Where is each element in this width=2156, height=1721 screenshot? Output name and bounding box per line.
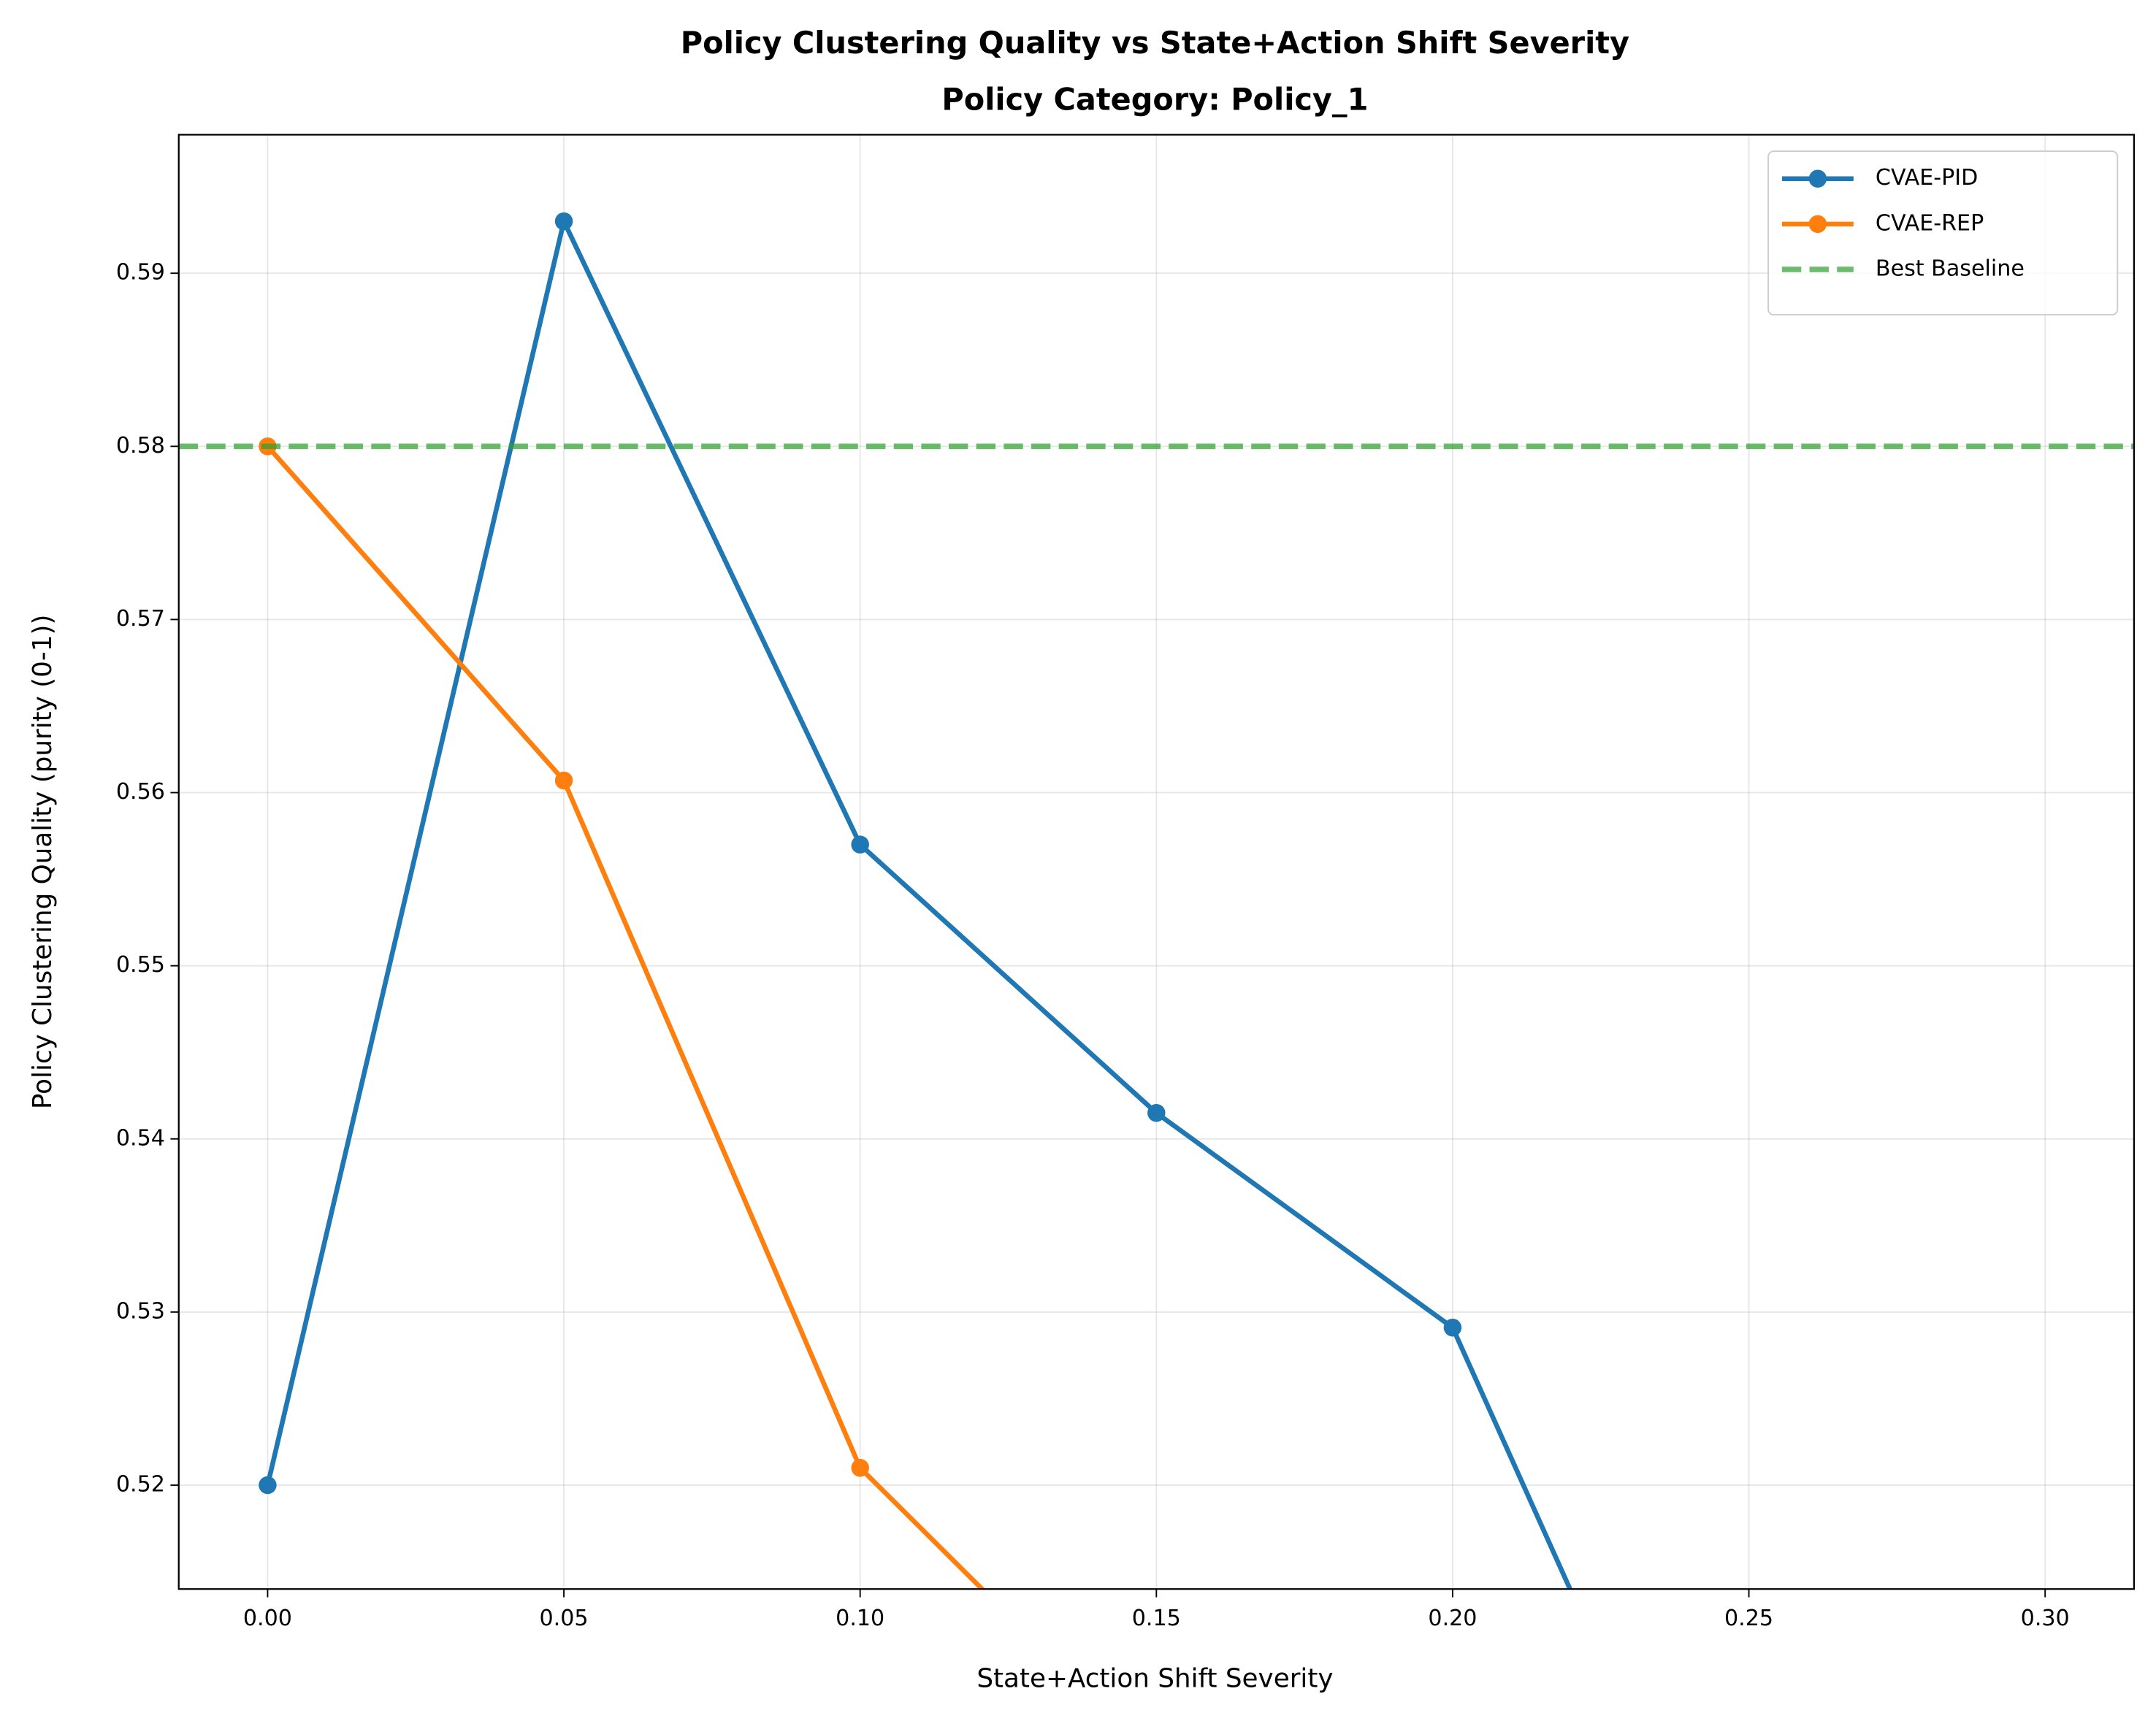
chart-title: Policy Clustering Quality vs State+Actio…: [681, 26, 1629, 61]
point: [554, 212, 573, 231]
y-tick-label: 0.54: [116, 1125, 165, 1151]
legend-marker: [1808, 215, 1827, 234]
x-tick-label: 0.25: [1724, 1606, 1773, 1631]
legend-label: CVAE-PID: [1876, 165, 1978, 191]
y-axis-label: Policy Clustering Quality (purity (0-1)): [28, 615, 58, 1110]
legend-label: CVAE-REP: [1876, 210, 1984, 236]
plot-area: [178, 212, 2134, 1590]
x-axis-label: State+Action Shift Severity: [976, 1664, 1333, 1694]
ticks: 0.00 0.05 0.10 0.15 0.20 0.25 0.30 0.52 0.53 0.54…: [116, 260, 2070, 1632]
point: [1147, 1103, 1166, 1122]
point: [259, 1476, 277, 1495]
x-tick-label: 0.30: [2021, 1606, 2070, 1631]
y-tick-label: 0.59: [116, 260, 165, 285]
y-tick-label: 0.57: [116, 606, 165, 632]
x-tick-label: 0.00: [243, 1606, 292, 1631]
point: [554, 771, 573, 790]
chart-subtitle: Policy Category: Policy_1: [941, 82, 1368, 117]
legend-marker: [1808, 169, 1827, 188]
point: [851, 835, 869, 854]
x-tick-label: 0.05: [540, 1606, 589, 1631]
x-tick-label: 0.20: [1428, 1606, 1477, 1631]
y-tick-label: 0.58: [116, 433, 165, 459]
y-tick-label: 0.53: [116, 1298, 165, 1324]
x-tick-label: 0.15: [1132, 1606, 1181, 1631]
y-tick-label: 0.52: [116, 1472, 165, 1498]
legend-label: Best Baseline: [1876, 256, 2025, 281]
point: [1443, 1318, 1462, 1337]
y-tick-label: 0.55: [116, 952, 165, 978]
x-tick-label: 0.10: [836, 1606, 884, 1631]
legend-box: [1767, 150, 2119, 316]
y-tick-label: 0.56: [116, 779, 165, 805]
point: [851, 1459, 869, 1477]
grid: [178, 134, 2134, 1590]
legend: CVAE-PID CVAE-REP Best Baseline: [1767, 150, 2119, 316]
